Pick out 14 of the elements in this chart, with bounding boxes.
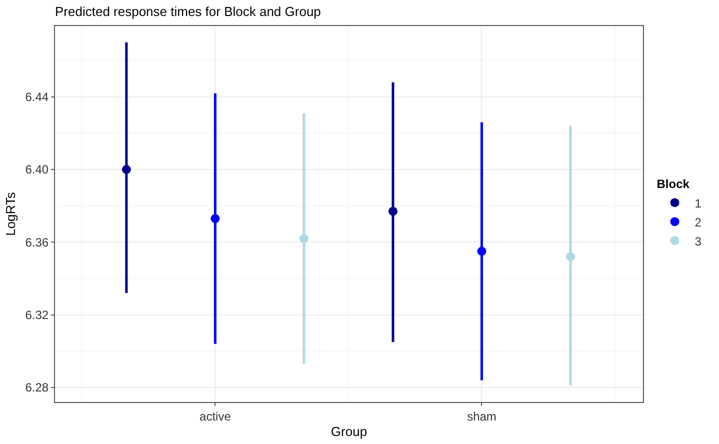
legend-title: Block [656,177,690,192]
x-tick-label: active [200,409,232,424]
legend-label: 1 [694,196,702,210]
x-tick-label: sham [467,409,496,424]
y-tick-label: 6.28 [25,380,49,395]
y-tick-label: 6.40 [25,162,49,177]
y-tick-label: 6.32 [25,308,49,322]
legend-label: 3 [694,234,702,248]
y-tick-label: 6.44 [25,90,49,104]
y-axis-title: LogRTs [3,192,18,236]
legend-label: 2 [694,215,702,230]
x-axis-title: Group [330,424,368,439]
y-tick-label: 6.36 [25,235,49,250]
chart-title: Predicted response times for Block and Group [55,4,321,19]
